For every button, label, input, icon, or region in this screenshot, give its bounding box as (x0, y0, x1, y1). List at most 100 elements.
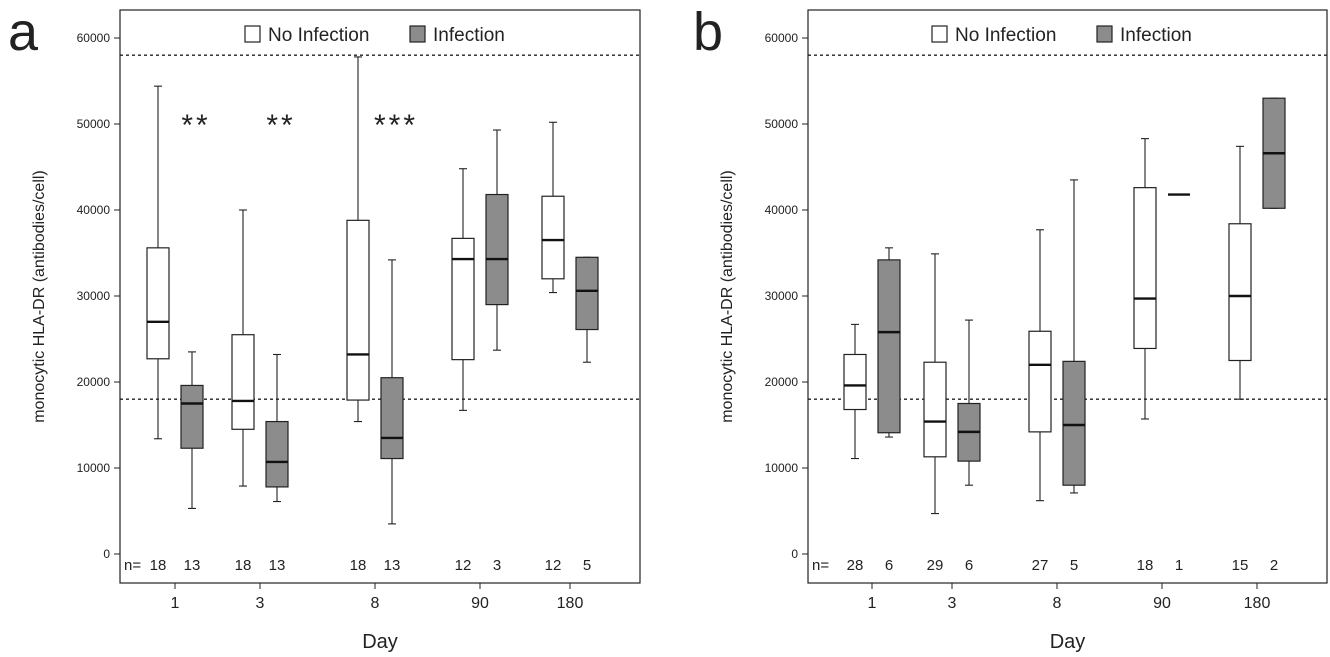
x-tick-label: 1 (868, 595, 877, 612)
box-body (1028, 330, 1052, 433)
n-value: 12 (455, 557, 472, 574)
n-value: 13 (269, 557, 286, 574)
n-prefix: n= (812, 557, 829, 574)
box-body (231, 334, 255, 430)
x-axis-label: Day (362, 631, 398, 653)
x-tick-label: 180 (557, 595, 584, 612)
box-no-infection-day-3: 29 (923, 253, 947, 574)
box-no-infection-day-1: 18 (146, 85, 170, 574)
panel-letter: b (693, 2, 723, 62)
legend-swatch-infection (409, 25, 426, 43)
legend-swatch-no-infection (931, 25, 948, 43)
panel-letter: a (8, 2, 39, 62)
y-tick-label: 30000 (765, 289, 799, 303)
plot-frame (119, 9, 641, 584)
box-no-infection-day-8: 27 (1028, 229, 1052, 574)
x-tick-label: 3 (256, 595, 265, 612)
y-tick-label: 20000 (765, 375, 799, 389)
x-tick-label: 8 (1053, 595, 1062, 612)
n-prefix: n= (124, 557, 141, 574)
box-infection-day-3: 6 (957, 319, 981, 574)
legend-label: No Infection (268, 25, 369, 46)
box-body (180, 384, 204, 449)
y-tick-label: 30000 (77, 289, 111, 303)
n-value: 18 (350, 557, 367, 574)
significance-mark: *** (374, 109, 418, 142)
significance-mark: ** (181, 109, 210, 142)
box-body (146, 247, 170, 360)
x-tick-label: 1 (171, 595, 180, 612)
y-tick-label: 60000 (77, 31, 111, 45)
y-tick-label: 60000 (765, 31, 799, 45)
y-axis-label: monocytic HLA-DR (antibodies/cell) (719, 170, 736, 423)
box-body (575, 256, 599, 331)
x-tick-label: 90 (1153, 595, 1171, 612)
x-tick-label: 3 (948, 595, 957, 612)
n-value: 1 (1175, 557, 1183, 574)
box-no-infection-day-180: 15 (1228, 145, 1252, 574)
x-tick-label: 90 (471, 595, 489, 612)
panel-b: b 0 10000 20000 30000 40000 50000 60000 monocyti… (693, 2, 1328, 653)
box-no-infection-day-8: 18 (346, 56, 370, 574)
y-tick-label: 50000 (765, 117, 799, 131)
box-body (451, 237, 475, 361)
box-body (877, 259, 901, 434)
y-tick-label: 20000 (77, 375, 111, 389)
box-infection-day-8: 13 (380, 259, 404, 574)
n-value: 18 (235, 557, 252, 574)
y-tick-label: 0 (103, 547, 110, 561)
legend-label: Infection (1120, 25, 1192, 46)
y-tick-label: 10000 (765, 461, 799, 475)
n-value: 27 (1032, 557, 1049, 574)
x-tick-label: 180 (1244, 595, 1271, 612)
box-no-infection-day-1: 28 (843, 323, 867, 574)
box-body (843, 353, 867, 411)
box-body (1062, 360, 1086, 486)
box-infection-day-1: 6 (877, 247, 901, 574)
y-axis-label: monocytic HLA-DR (antibodies/cell) (31, 170, 48, 423)
legend-swatch-infection (1096, 25, 1113, 43)
box-body (541, 195, 565, 280)
x-axis-label: Day (1050, 631, 1086, 653)
box-body (265, 420, 289, 488)
n-value: 12 (545, 557, 562, 574)
n-value: 5 (1070, 557, 1078, 574)
n-value: 28 (847, 557, 864, 574)
box-infection-day-8: 5 (1062, 179, 1086, 574)
box-body (346, 219, 370, 401)
box-infection-day-180: 2 (1262, 97, 1286, 574)
n-value: 5 (583, 557, 591, 574)
box-infection-day-3: 13 (265, 353, 289, 574)
y-tick-label: 40000 (765, 203, 799, 217)
n-value: 6 (965, 557, 973, 574)
y-tick-label: 40000 (77, 203, 111, 217)
box-no-infection-day-90: 18 (1133, 138, 1157, 574)
legend-label: No Infection (955, 25, 1056, 46)
n-value: 18 (1137, 557, 1154, 574)
box-infection-day-180: 5 (575, 256, 599, 574)
n-value: 6 (885, 557, 893, 574)
box-body (923, 361, 947, 458)
legend-swatch-no-infection (244, 25, 261, 43)
y-tick-label: 10000 (77, 461, 111, 475)
panel-a: a 0 10000 20000 30000 40000 50000 60000 monocyti… (8, 2, 641, 653)
box-infection-day-90: 3 (485, 129, 509, 574)
n-value: 29 (927, 557, 944, 574)
n-value: 13 (184, 557, 201, 574)
legend-label: Infection (433, 25, 505, 46)
box-infection-day-1: 13 (180, 351, 204, 574)
n-value: 13 (384, 557, 401, 574)
n-value: 18 (150, 557, 167, 574)
box-no-infection-day-3: 18 (231, 209, 255, 574)
x-tick-label: 8 (371, 595, 380, 612)
box-body (1133, 187, 1157, 350)
box-infection-day-90: 1 (1168, 193, 1190, 574)
box-no-infection-day-180: 12 (541, 121, 565, 574)
n-value: 3 (493, 557, 501, 574)
n-value: 15 (1232, 557, 1249, 574)
y-tick-label: 50000 (77, 117, 111, 131)
n-value: 2 (1270, 557, 1278, 574)
box-body (485, 193, 509, 306)
box-body (1228, 223, 1252, 362)
